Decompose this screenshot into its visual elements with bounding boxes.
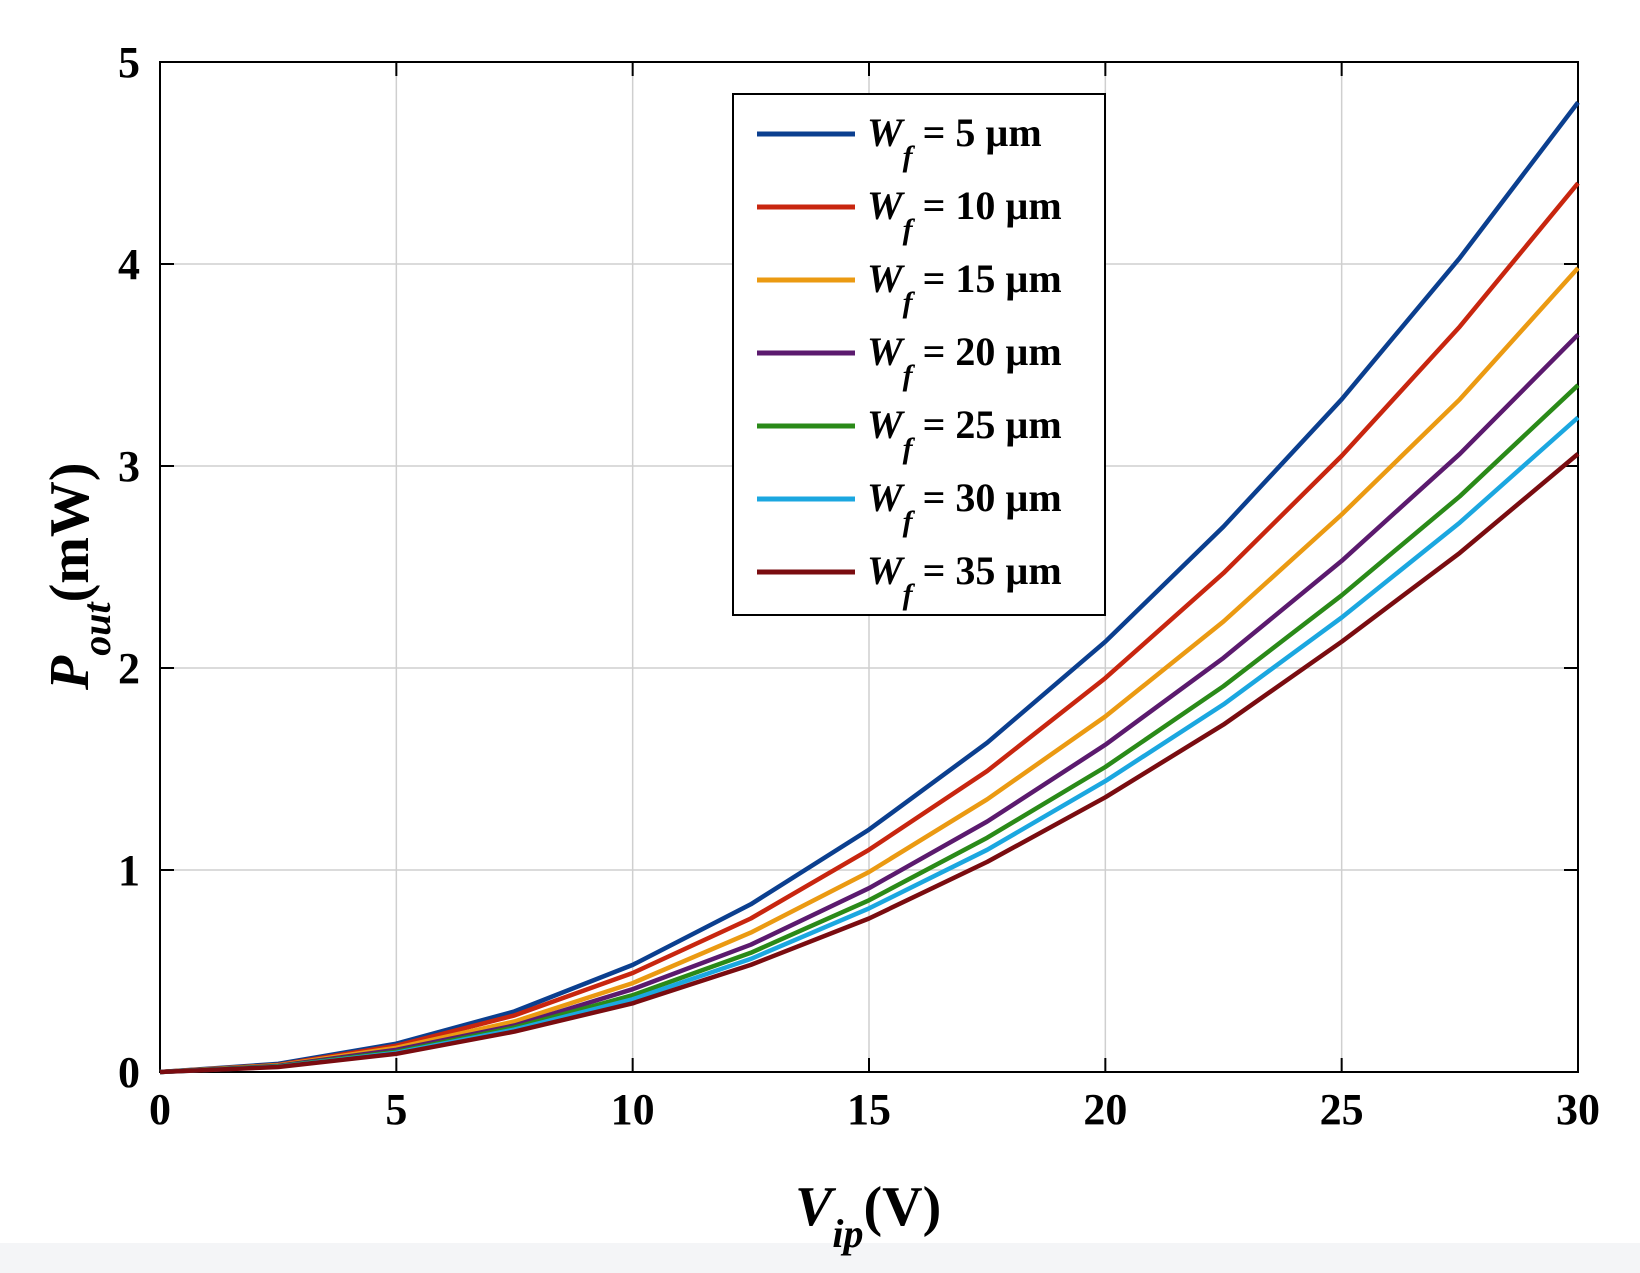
x-tick-label: 25 (1320, 1085, 1364, 1134)
y-tick-label: 4 (118, 240, 140, 289)
x-axis-label: Vip(V) (795, 1176, 941, 1256)
axis-ticks: 0 5 10 15 20 25 30 0 1 2 3 4 5 (118, 38, 1600, 1134)
y-tick-label: 2 (118, 644, 140, 693)
x-axis-label-unit: (V) (863, 1176, 941, 1238)
legend-label: Wf = 35 µm (867, 548, 1062, 611)
svg-text:Pout(mW): Pout(mW) (39, 462, 119, 691)
legend-label: Wf = 10 µm (867, 183, 1062, 246)
legend-label: Wf = 25 µm (867, 402, 1062, 465)
series-line (159, 452, 1580, 1075)
x-tick-label: 0 (149, 1085, 171, 1134)
x-tick-label: 20 (1083, 1085, 1127, 1134)
x-axis-label-main: V (795, 1176, 837, 1238)
svg-text:Vip(V): Vip(V) (795, 1176, 941, 1256)
y-axis-label-sub: out (74, 601, 119, 656)
bottom-band (0, 1243, 1640, 1273)
x-axis-label-sub: ip (832, 1211, 863, 1256)
x-tick-label: 15 (847, 1085, 891, 1134)
legend-label: Wf = 15 µm (867, 256, 1062, 319)
legend-label: Wf = 30 µm (867, 475, 1062, 538)
legend-label: Wf = 20 µm (867, 329, 1062, 392)
x-tick-label: 10 (611, 1085, 655, 1134)
y-tick-label: 1 (118, 846, 140, 895)
legend: Wf = 5 µm Wf = 10 µm Wf = 15 µm Wf = 20 µm W… (732, 93, 1106, 616)
y-axis-label-unit: (mW) (39, 462, 101, 602)
y-tick-label: 3 (118, 442, 140, 491)
y-tick-label: 0 (118, 1048, 140, 1097)
y-tick-label: 5 (118, 38, 140, 87)
series-lines (159, 101, 1580, 1075)
y-axis-label: Pout(mW) (39, 462, 119, 691)
x-tick-label: 5 (385, 1085, 407, 1134)
legend-label: Wf = 5 µm (867, 110, 1042, 173)
x-tick-label: 30 (1556, 1085, 1600, 1134)
y-axis-label-main: P (39, 655, 101, 691)
